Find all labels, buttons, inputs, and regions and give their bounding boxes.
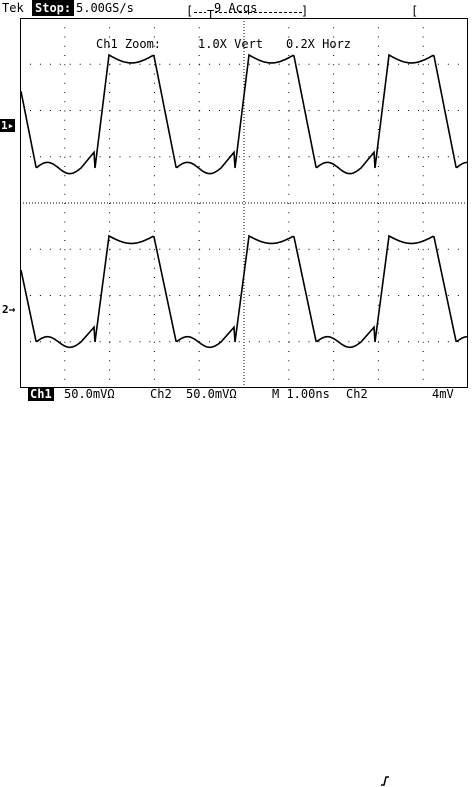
zoom-bracket: [ — [411, 4, 419, 18]
brand-label: Tek — [2, 1, 24, 15]
ch1-label: Ch1 — [28, 387, 54, 401]
graticule-grid — [20, 18, 468, 388]
ch2-ground-marker: 2→ — [2, 303, 16, 316]
ch2-label: Ch2 — [150, 387, 172, 401]
trigger-position-marker: T — [206, 8, 216, 22]
status-bar: Tek Stop: 5.00GS/s 9 Acqs [ T ] [ — [0, 0, 474, 22]
trigger-level: 4mV — [432, 387, 454, 401]
ch2-scale: 50.0mVΩ — [186, 387, 237, 401]
ch1-scale: 50.0mVΩ — [64, 387, 115, 401]
sample-rate: 5.00GS/s — [76, 1, 134, 15]
acquisition-count: 9 Acqs — [214, 1, 258, 15]
vertical-zoom: 1.0X Vert — [198, 37, 264, 51]
horizontal-zoom: 0.2X Horz — [286, 37, 352, 51]
zoom-label: Ch1 Zoom: — [96, 37, 162, 51]
timebase: M 1.00ns — [272, 387, 330, 401]
trigger-source: Ch2 — [346, 387, 368, 401]
rising-edge-icon — [381, 776, 389, 786]
waveform-graticule — [20, 18, 468, 388]
record-bracket-right: ] — [301, 4, 309, 18]
readout-bar: Ch1 50.0mVΩ Ch2 50.0mVΩ M 1.00ns Ch2 4mV — [0, 386, 474, 786]
acquisition-status-badge: Stop: — [32, 0, 75, 16]
ch2-waveform — [20, 234, 468, 349]
record-window-line — [194, 12, 302, 13]
ch1-waveform — [20, 53, 468, 175]
record-bracket-left: [ — [186, 4, 194, 18]
ch1-ground-marker: 1▸ — [0, 119, 16, 132]
